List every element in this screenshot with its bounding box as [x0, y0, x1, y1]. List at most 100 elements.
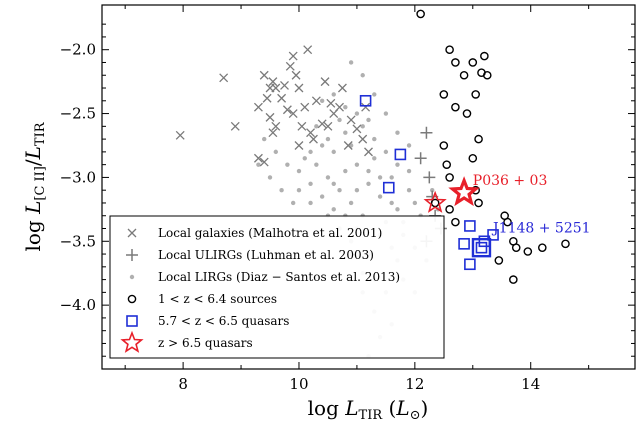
- x-axis-title: log LTIR (L⊙): [308, 396, 429, 423]
- series-0-point-37: [361, 102, 371, 112]
- series-2-point-79: [308, 149, 313, 155]
- series-2-point-23: [406, 187, 412, 193]
- series-4-point-6: [464, 258, 476, 271]
- series-2-point-17: [372, 156, 377, 161]
- series-2-point-65: [262, 136, 267, 142]
- legend-marker-3: [127, 294, 137, 304]
- series-2-point-75: [354, 187, 360, 193]
- series-2-point-32: [383, 149, 389, 155]
- series-0-point-2: [230, 121, 240, 131]
- series-2-point-62: [296, 187, 302, 193]
- series-0-point-20: [297, 121, 307, 131]
- series-2-point-2: [279, 187, 284, 193]
- series-2-point-12: [343, 168, 348, 174]
- series-2-point-52: [331, 207, 336, 212]
- series-4-point-4: [458, 238, 470, 250]
- axis-ticks: 8 10 12 14 −2.0 −2.5 −3.0 −3.5 −4.0: [60, 5, 635, 393]
- series-0-point-41: [294, 141, 304, 150]
- series-3-point-0: [416, 9, 425, 19]
- series-2-point-16: [366, 181, 371, 187]
- series-4-point-2: [382, 181, 395, 194]
- series-2-point-18: [377, 194, 383, 199]
- series-2-point-68: [430, 187, 435, 193]
- series-2-point-76: [343, 130, 348, 135]
- series-2-point-28: [337, 117, 342, 123]
- series-2-point-45: [406, 168, 412, 174]
- series-2-point-70: [412, 200, 418, 206]
- y-tick-label-0: −2.0: [60, 41, 96, 59]
- series-3-point-7: [480, 51, 489, 61]
- series-3-point-11: [462, 109, 472, 118]
- y-tick-label-3: −3.5: [60, 232, 96, 250]
- series-2-point-39: [366, 117, 371, 123]
- series-0-point-11: [271, 121, 281, 131]
- series-4-point-7: [487, 229, 499, 241]
- series-2-point-0: [256, 162, 261, 167]
- x-tick-label-0: 8: [178, 375, 188, 393]
- series-0-point-19: [294, 83, 304, 93]
- series-0-point-5: [262, 93, 272, 103]
- y-tick-label-4: −4.0: [60, 296, 96, 314]
- series-5-point-1: [423, 190, 447, 213]
- series-3-point-22: [503, 217, 512, 227]
- series-2-point-4: [296, 168, 302, 174]
- series-0-point-33: [343, 141, 353, 150]
- series-2-point-11: [337, 187, 342, 193]
- y-tick-label-1: −2.5: [60, 105, 96, 123]
- series-0-point-3: [253, 102, 263, 112]
- legend-label-1: Local ULIRGs (Luhman et al. 2003): [158, 248, 374, 262]
- series-2-point-44: [395, 130, 400, 135]
- series-4-point-1: [394, 148, 407, 161]
- series-3-point-8: [482, 70, 492, 80]
- legend-label-5: z > 6.5 quasars: [158, 336, 253, 350]
- annotation-1: J1148 + 5251: [491, 220, 591, 236]
- series-2-point-20: [389, 175, 394, 180]
- x-tick-label-3: 14: [521, 375, 540, 393]
- legend-marker-0: [127, 228, 137, 238]
- annotations: P036 + 03 J1148 + 5251: [473, 173, 591, 236]
- series-3-point-28: [494, 256, 504, 265]
- series-1-point-2: [423, 171, 436, 184]
- series-3-point-2: [451, 58, 460, 67]
- series-2-point-7: [314, 162, 319, 167]
- series-0-point-21: [300, 102, 310, 112]
- series-2-point-1: [267, 175, 273, 180]
- series-2-point-26: [314, 124, 319, 129]
- series-3-point-15: [474, 134, 483, 144]
- series-2-point-36: [331, 92, 336, 97]
- series-0-point-1: [219, 73, 229, 83]
- series-0-point-14: [282, 105, 292, 115]
- series-3-point-9: [439, 90, 449, 99]
- series-3-point-10: [451, 102, 460, 112]
- series-4-point-0: [359, 94, 372, 107]
- series-2-point-37: [343, 104, 348, 110]
- series-3-point-16: [445, 173, 454, 182]
- annotation-0: P036 + 03: [473, 173, 548, 189]
- series-3-point-30: [430, 198, 440, 208]
- series-0-point-38: [364, 147, 373, 157]
- series-3-point-3: [459, 70, 469, 80]
- series-3-point-19: [445, 205, 454, 214]
- plot-frame: [101, 4, 636, 370]
- series-0-point-7: [265, 112, 275, 122]
- series-0-point-24: [309, 134, 318, 144]
- y-axis-title: log L[C II]/LTIR: [21, 121, 48, 251]
- series-0-point-25: [311, 96, 321, 106]
- series-2-point-35: [319, 98, 325, 103]
- legend-label-3: 1 < z < 6.4 sources: [158, 292, 277, 306]
- series-0-point-15: [285, 61, 295, 71]
- series-3-point-5: [471, 90, 480, 99]
- series-2-point-30: [360, 124, 365, 129]
- series-0-point-13: [280, 81, 289, 90]
- legend-marker-5: [120, 330, 144, 353]
- series-2-point-42: [372, 92, 377, 97]
- series-3-point-1: [445, 45, 454, 55]
- series-1-point-0: [414, 152, 427, 165]
- legend-label-0: Local galaxies (Malhotra et al. 2001): [158, 226, 382, 240]
- series-0-point-23: [306, 128, 316, 138]
- legend-box: [109, 215, 445, 359]
- legend-label-2: Local LIRGs (Diaz − Santos et al. 2013): [158, 270, 400, 284]
- series-2-point-33: [395, 162, 400, 167]
- series-3-point-18: [474, 198, 483, 208]
